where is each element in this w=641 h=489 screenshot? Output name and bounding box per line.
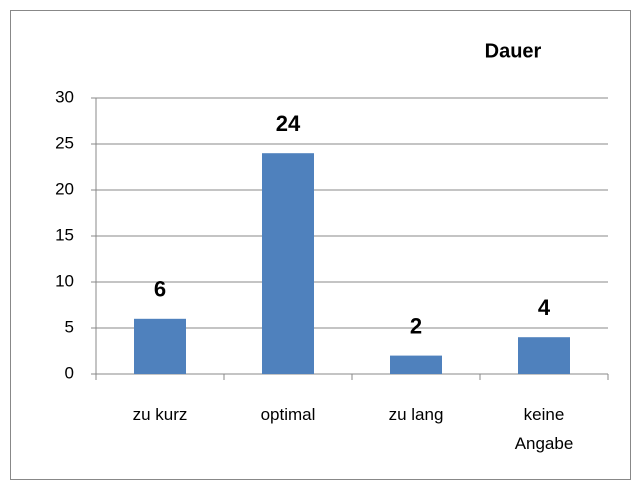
bar [134,318,186,374]
y-tick-label: 0 [65,363,74,382]
data-label: 2 [410,313,422,338]
y-tick-label: 20 [55,179,74,198]
x-tick-label: optimal [260,405,316,424]
y-tick-label: 10 [55,271,74,290]
bar [390,355,442,374]
chart-border [10,10,631,480]
bar [518,337,570,374]
x-tick-label: keine Angabe [514,405,574,453]
chart-title: Dauer [485,40,542,62]
y-tick-label: 5 [65,317,74,336]
y-tick-label: 15 [55,225,74,244]
x-tick-label: zu lang [388,405,444,424]
data-label: 6 [154,277,166,302]
data-label: 4 [538,295,551,320]
data-label: 24 [276,111,301,136]
y-tick-label: 30 [55,87,74,106]
y-tick-label: 25 [55,133,74,152]
bar [262,153,314,374]
x-tick-label: zu kurz [132,405,188,424]
